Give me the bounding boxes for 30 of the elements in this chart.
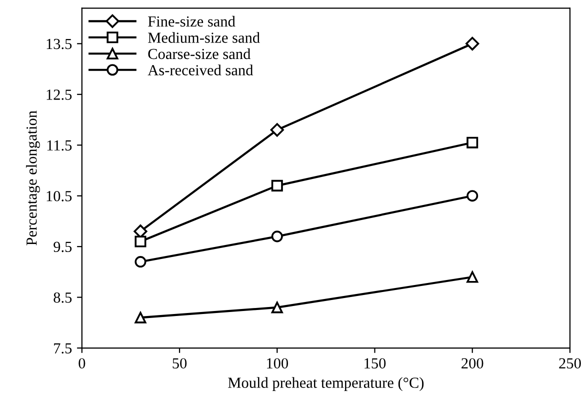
point <box>271 302 283 314</box>
point <box>271 180 283 192</box>
x-axis-title: Mould preheat temperature (°C) <box>228 377 424 392</box>
x-tick-label: 50 <box>172 358 187 368</box>
y-tick-label: 8.5 <box>54 292 72 303</box>
x-tick-label: 100 <box>267 358 288 368</box>
point <box>466 136 478 148</box>
point <box>466 36 480 50</box>
point <box>270 123 284 137</box>
x-tick-label: 150 <box>364 358 386 368</box>
legend-label: Fine-size sand <box>148 16 236 27</box>
x-tick-label: 0 <box>78 358 86 368</box>
point <box>466 271 478 283</box>
y-tick-label: 10.5 <box>46 190 72 202</box>
y-tick-label: 13.5 <box>46 38 72 50</box>
x-tick-label: 200 <box>462 358 484 368</box>
y-axis-title: Percentage elongation <box>26 110 40 246</box>
y-tick-label: 7.5 <box>54 343 72 354</box>
point <box>466 190 478 202</box>
legend-label: Coarse-size sand <box>148 48 251 60</box>
x-tick-label: 250 <box>559 358 581 368</box>
y-tick-label: 9.5 <box>54 242 72 252</box>
y-tick-label: 11.5 <box>47 140 72 151</box>
point <box>134 236 146 248</box>
point <box>134 256 146 268</box>
legend-label: Medium-size sand <box>148 32 260 43</box>
point <box>134 312 146 324</box>
legend-label: As-received sand <box>148 64 254 76</box>
point <box>271 230 283 242</box>
y-tick-label: 12.5 <box>46 90 72 100</box>
